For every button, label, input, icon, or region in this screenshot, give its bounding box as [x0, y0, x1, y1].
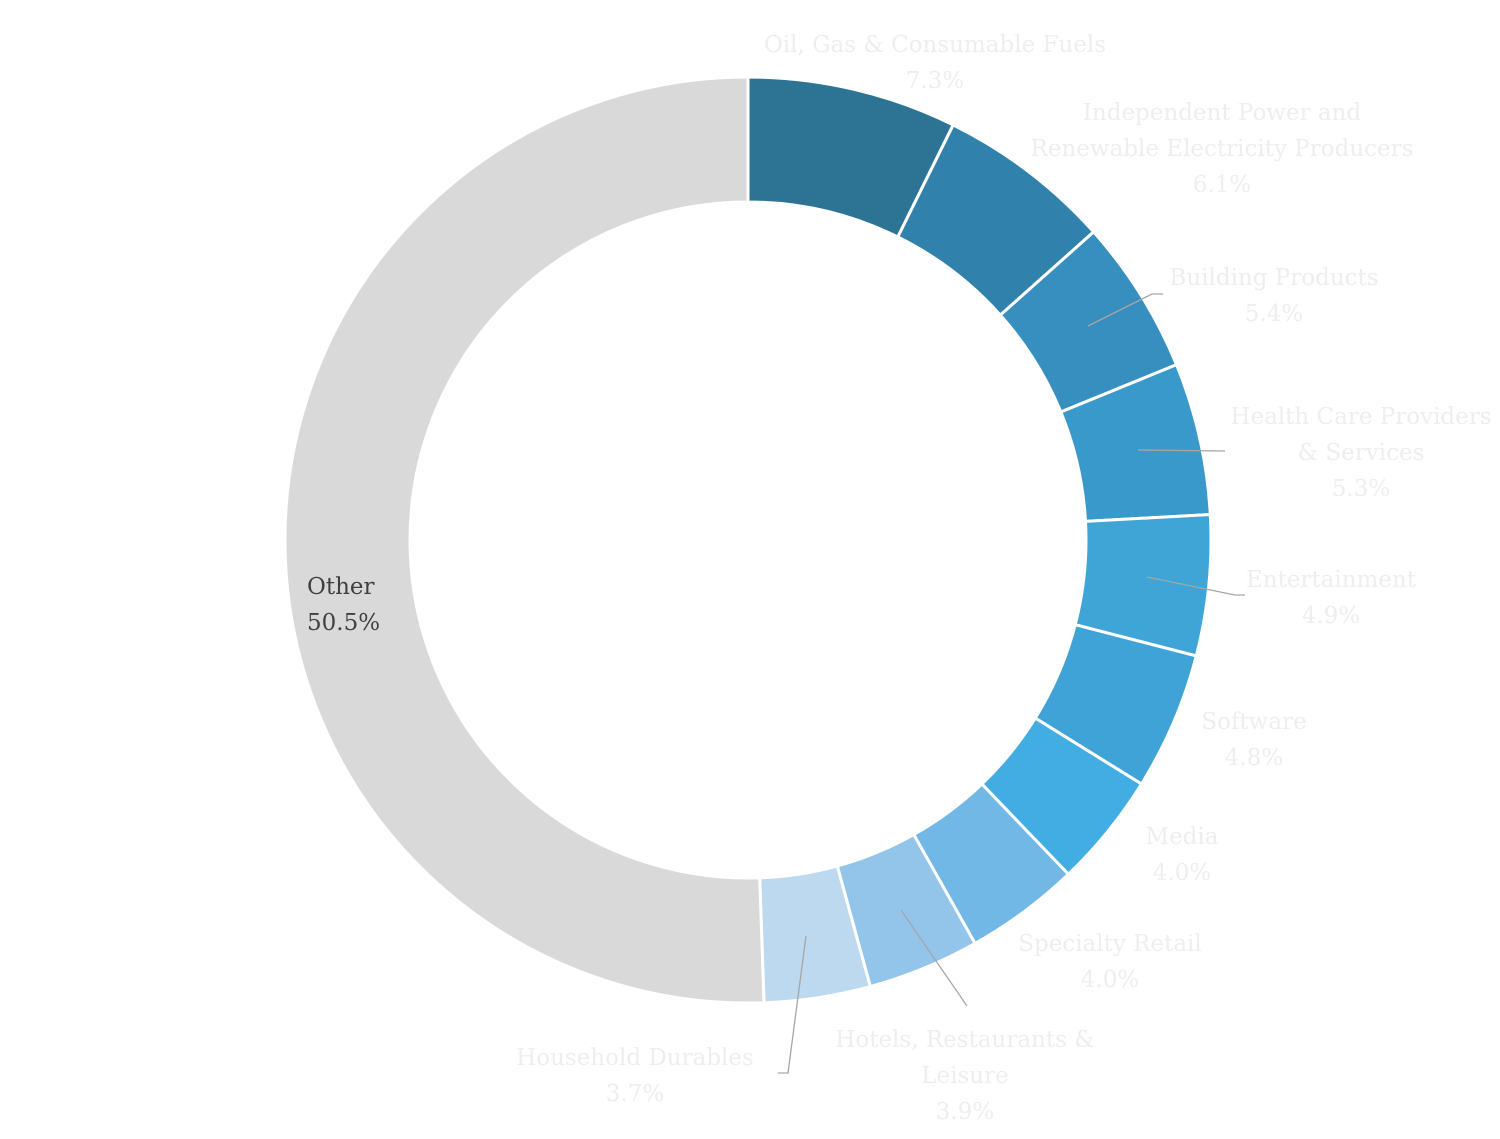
leader-line-building-products [1087, 293, 1163, 327]
leader-line-health-care-providers-and-services [1137, 449, 1226, 452]
slice-other [283, 75, 766, 1005]
slice-label-media: Media 4.0% [1146, 824, 1219, 886]
slice-labels: Oil, Gas & Consumable Fuels 7.3%Independe… [307, 32, 1492, 1125]
slice-label-building-products: Building Products 5.4% [1169, 265, 1378, 327]
slice-label-oil-gas-and-consumable-fuels: Oil, Gas & Consumable Fuels 7.3% [764, 32, 1106, 94]
leader-line-entertainment [1146, 576, 1245, 596]
slice-label-hotels-restaurants-and-leisure: Hotels, Restaurants & Leisure 3.9% [835, 1027, 1094, 1125]
slice-label-entertainment: Entertainment 4.9% [1246, 567, 1417, 629]
slice-label-specialty-retail: Specialty Retail 4.0% [1018, 931, 1202, 993]
leader-line-household-durables [778, 935, 807, 1074]
slice-label-other: Other 50.5% [307, 574, 380, 636]
slice-label-software: Software 4.8% [1201, 709, 1306, 771]
slice-label-independent-power-and-renewable-electricity-producers: Independent Power and Renewable Electrici… [1031, 100, 1414, 198]
slice-label-health-care-providers-and-services: Health Care Providers & Services 5.3% [1230, 404, 1491, 502]
leader-line-hotels-restaurants-and-leisure [900, 909, 968, 1007]
leader-lines [778, 293, 1245, 1074]
donut-slices [283, 75, 1213, 1005]
slice-label-household-durables: Household Durables 3.7% [516, 1045, 754, 1107]
